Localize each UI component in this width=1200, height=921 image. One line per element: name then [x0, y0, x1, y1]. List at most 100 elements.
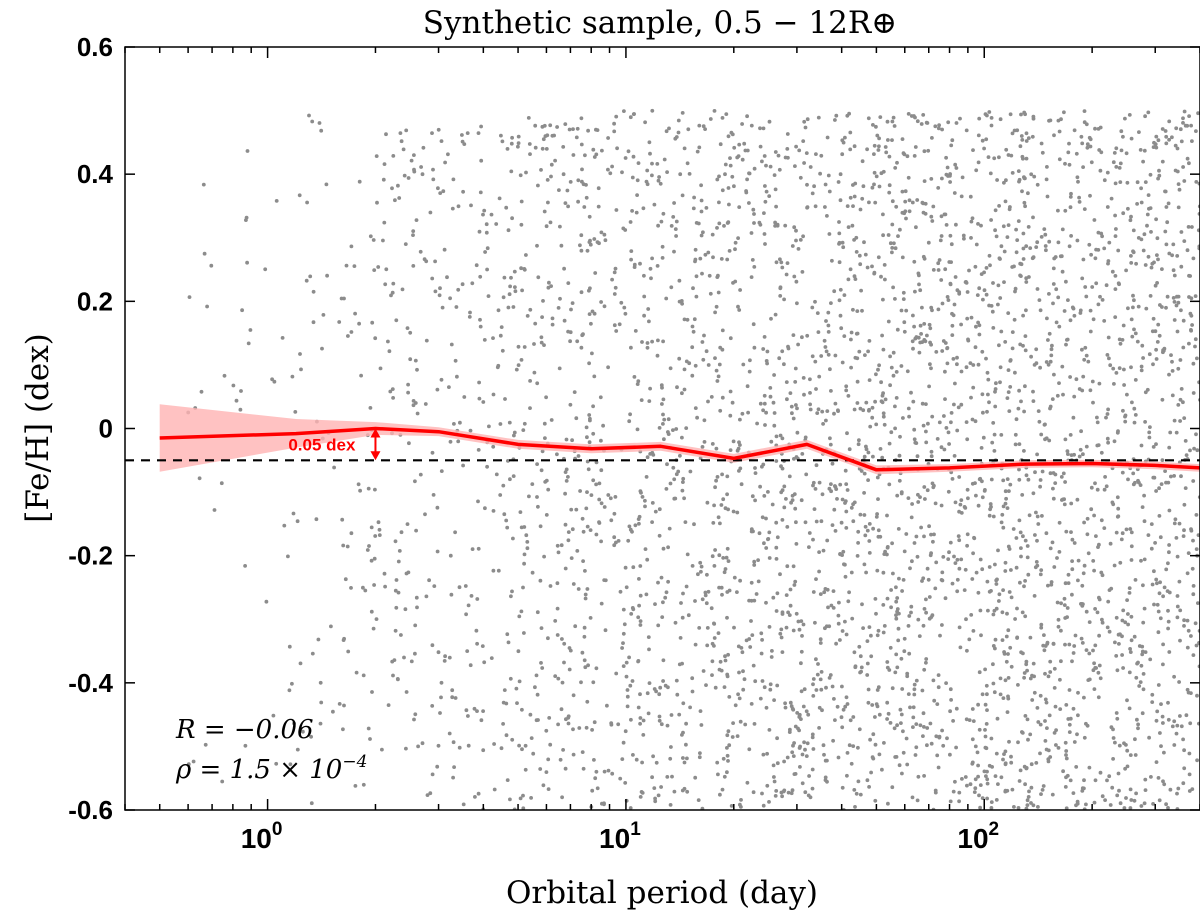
scatter-point — [602, 578, 607, 582]
scatter-point — [816, 662, 820, 666]
scatter-point — [496, 308, 501, 313]
scatter-point — [856, 529, 861, 534]
offset-label: 0.05 dex — [288, 435, 356, 454]
scatter-point — [1098, 168, 1103, 173]
scatter-point — [1082, 563, 1087, 568]
scatter-point — [785, 525, 790, 529]
scatter-point — [1042, 227, 1047, 232]
scatter-point — [1187, 751, 1192, 756]
scatter-point — [1178, 397, 1183, 402]
scatter-point — [803, 520, 808, 525]
scatter-point — [1155, 236, 1160, 241]
scatter-point — [789, 404, 794, 409]
scatter-point — [1127, 586, 1132, 590]
scatter-point — [1060, 498, 1064, 502]
scatter-point — [765, 751, 769, 756]
scatter-point — [1034, 245, 1039, 250]
scatter-point — [1030, 134, 1035, 139]
scatter-point — [937, 734, 942, 739]
scatter-point — [837, 600, 841, 605]
scatter-point — [845, 702, 850, 706]
scatter-point — [305, 200, 309, 205]
scatter-point — [394, 578, 399, 582]
scatter-point — [757, 531, 762, 536]
scatter-point — [922, 607, 927, 611]
scatter-point — [752, 265, 757, 269]
scatter-point — [599, 501, 604, 506]
scatter-point — [1064, 529, 1069, 534]
scatter-point — [840, 497, 845, 502]
scatter-point — [817, 705, 822, 710]
scatter-point — [661, 339, 665, 344]
scatter-point — [850, 223, 855, 228]
scatter-point — [856, 442, 861, 447]
scatter-point — [390, 290, 395, 295]
scatter-point — [1152, 140, 1156, 145]
scatter-point — [945, 736, 949, 741]
scatter-point — [661, 211, 666, 216]
scatter-point — [698, 560, 703, 565]
scatter-point — [866, 687, 871, 692]
scatter-point — [1158, 616, 1163, 621]
scatter-point — [640, 791, 645, 795]
scatter-point — [1086, 551, 1091, 556]
scatter-point — [476, 448, 481, 452]
scatter-point — [1133, 753, 1138, 757]
scatter-point — [1191, 479, 1196, 483]
scatter-point — [723, 658, 728, 663]
scatter-point — [929, 214, 934, 219]
scatter-point — [587, 361, 591, 366]
scatter-point — [341, 638, 346, 642]
scatter-point — [743, 722, 748, 727]
scatter-point — [569, 307, 573, 312]
scatter-point — [839, 715, 844, 720]
scatter-point — [771, 595, 776, 600]
scatter-point — [866, 116, 871, 121]
scatter-point — [897, 576, 901, 581]
scatter-point — [1122, 367, 1126, 372]
scatter-point — [891, 571, 895, 576]
scatter-point — [997, 155, 1001, 160]
scatter-point — [851, 204, 855, 209]
scatter-point — [1194, 547, 1199, 551]
scatter-point — [1009, 568, 1013, 572]
scatter-point — [699, 183, 703, 188]
scatter-point — [693, 406, 698, 410]
scatter-point — [861, 626, 865, 630]
scatter-point — [1034, 761, 1039, 765]
scatter-point — [845, 431, 849, 436]
scatter-point — [738, 443, 742, 447]
scatter-point — [874, 515, 879, 519]
scatter-point — [1005, 506, 1010, 510]
scatter-point — [1178, 419, 1182, 423]
scatter-point — [645, 341, 650, 345]
scatter-point — [1068, 318, 1073, 323]
scatter-point — [828, 673, 833, 677]
scatter-point — [576, 587, 581, 591]
scatter-point — [1166, 700, 1170, 705]
scatter-point — [1033, 470, 1037, 475]
scatter-point — [1049, 353, 1054, 358]
scatter-point — [1004, 634, 1009, 639]
scatter-point — [723, 162, 728, 167]
scatter-point — [352, 264, 357, 268]
scatter-point — [875, 688, 880, 692]
scatter-point — [929, 741, 934, 746]
scatter-point — [864, 570, 868, 575]
scatter-point — [1087, 135, 1092, 140]
scatter-point — [349, 330, 354, 334]
scatter-point — [979, 446, 984, 450]
scatter-point — [1072, 452, 1076, 457]
scatter-point — [287, 644, 292, 649]
scatter-point — [1016, 806, 1021, 810]
scatter-point — [585, 459, 590, 464]
scatter-point — [957, 291, 962, 296]
scatter-point — [201, 182, 206, 187]
scatter-point — [818, 171, 822, 176]
scatter-point — [871, 732, 876, 737]
scatter-point — [949, 260, 953, 264]
scatter-point — [1025, 555, 1030, 560]
scatter-point — [1095, 420, 1100, 425]
scatter-point — [1194, 643, 1199, 648]
scatter-point — [932, 532, 936, 537]
